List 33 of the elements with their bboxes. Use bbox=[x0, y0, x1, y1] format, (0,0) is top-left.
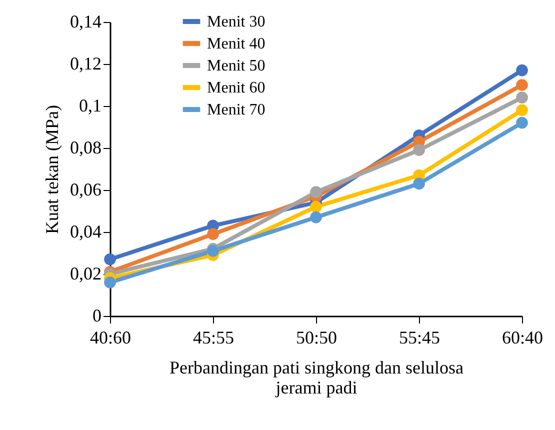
y-axis-title: Kuat tekan (MPa) bbox=[42, 105, 62, 234]
point bbox=[516, 92, 528, 104]
legend-label: Menit 70 bbox=[207, 102, 266, 118]
y-tick-label: 0,14 bbox=[70, 12, 102, 32]
point bbox=[413, 178, 425, 190]
point bbox=[516, 104, 528, 116]
x-tick-label: 45:55 bbox=[192, 328, 234, 348]
point bbox=[310, 211, 322, 224]
legend-label: Menit 50 bbox=[207, 58, 266, 74]
y-tick-label: 0,08 bbox=[70, 138, 102, 158]
y-tick-label: 0,04 bbox=[70, 222, 102, 242]
point bbox=[516, 116, 528, 129]
x-tick-label: 55:45 bbox=[398, 328, 440, 348]
point bbox=[207, 228, 219, 240]
legend-label: Menit 40 bbox=[207, 36, 266, 52]
x-axis-title: Perbandingan pati singkong dan selulosa jerami padi bbox=[170, 358, 464, 398]
y-tick-label: 0 bbox=[92, 306, 102, 326]
point bbox=[104, 276, 116, 288]
point bbox=[516, 64, 528, 76]
point bbox=[104, 253, 116, 266]
y-tick-label: 0,06 bbox=[70, 180, 102, 200]
y-tick-label: 0,02 bbox=[70, 264, 102, 284]
legend-label: Menit 60 bbox=[207, 80, 266, 96]
y-tick-label: 0,12 bbox=[70, 54, 102, 74]
legend-label: Menit 30 bbox=[207, 14, 266, 30]
point bbox=[413, 144, 425, 156]
x-tick-label: 60:40 bbox=[502, 328, 544, 348]
point bbox=[310, 200, 322, 213]
point bbox=[310, 186, 322, 198]
x-tick-label: 40:60 bbox=[90, 328, 132, 348]
point bbox=[516, 79, 528, 91]
x-tick-label: 50:50 bbox=[296, 328, 338, 348]
y-tick-label: 0,1 bbox=[79, 96, 102, 116]
